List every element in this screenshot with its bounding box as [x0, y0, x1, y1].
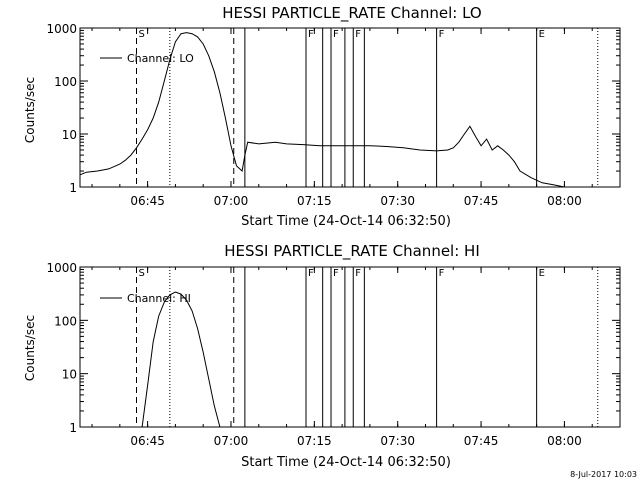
- panel-hi-flag-label: F: [355, 268, 361, 279]
- panel-hi-ytick-label: 10: [62, 368, 77, 382]
- panel-hi-xtick-label: 07:45: [464, 434, 499, 448]
- panel-lo-flag-label: F: [308, 29, 314, 40]
- panel-hi-xtick-label: 07:00: [214, 434, 249, 448]
- panel-hi: HESSI PARTICLE_RATE Channel: HI S F F F F E 06…: [23, 242, 621, 470]
- panel-hi-flag-label: S: [139, 268, 145, 279]
- panel-lo-flag-label: F: [355, 29, 361, 40]
- panel-lo-series-line: [79, 32, 598, 188]
- panel-hi-flag-label: F: [333, 268, 339, 279]
- panel-hi-xtick-label: 06:45: [130, 434, 165, 448]
- panel-hi-ytick-label: 1: [69, 421, 77, 435]
- panel-hi-xlabel: Start Time (24-Oct-14 06:32:50): [241, 455, 451, 470]
- panel-lo-flag-label: S: [139, 29, 145, 40]
- panel-hi-flag-label: F: [439, 268, 445, 279]
- panel-hi-plot-frame: [79, 266, 621, 428]
- panel-lo-xtick-label: 07:30: [380, 194, 415, 208]
- panel-hi-xtick-label: 07:15: [297, 434, 332, 448]
- panel-lo-plot-frame: [79, 27, 621, 188]
- panel-lo-flag-label: E: [539, 29, 545, 40]
- panel-hi-ytick-label: 1000: [46, 261, 77, 275]
- panel-lo-ytick-label: 1: [69, 181, 77, 195]
- panel-hi-ylabel: Counts/sec: [23, 315, 37, 381]
- panel-lo-ylabel: Counts/sec: [23, 77, 37, 143]
- panel-hi-legend-label: Channel: HI: [127, 292, 191, 305]
- timestamp: 8-Jul-2017 10:03: [570, 470, 637, 479]
- panel-lo-ytick-label: 10: [62, 128, 77, 142]
- panel-lo-xtick-label: 08:00: [547, 194, 582, 208]
- panel-lo-xtick-label: 06:45: [130, 194, 165, 208]
- panel-lo-xtick-label: 07:15: [297, 194, 332, 208]
- panel-hi-title: HESSI PARTICLE_RATE Channel: HI: [224, 242, 480, 261]
- panel-hi-xtick-label: 07:30: [380, 434, 415, 448]
- panel-lo-xtick-label: 07:00: [214, 194, 249, 208]
- panel-lo-content: S F F F F E 06:45 07:00 07:15 07:30 07:45 08:00 1 10 1…: [46, 22, 620, 208]
- panel-hi-flag-label: E: [539, 268, 545, 279]
- panel-hi-ytick-label: 100: [54, 314, 77, 328]
- panel-lo-title: HESSI PARTICLE_RATE Channel: LO: [222, 4, 481, 23]
- panel-lo-ytick-label: 100: [54, 75, 77, 89]
- panel-lo-flag-label: F: [439, 29, 445, 40]
- panel-lo: HESSI PARTICLE_RATE Channel: LO S F F F F E 06…: [23, 4, 621, 229]
- panel-hi-series-line: [141, 291, 221, 428]
- panel-hi-xtick-label: 08:00: [547, 434, 582, 448]
- panel-lo-legend-label: Channel: LO: [127, 52, 194, 65]
- panel-hi-flag-label: F: [308, 268, 314, 279]
- panel-lo-xlabel: Start Time (24-Oct-14 06:32:50): [241, 214, 451, 229]
- panel-lo-xtick-label: 07:45: [464, 194, 499, 208]
- panel-hi-content: S F F F F E 06:45 07:00 07:15 07:30 07:45 08:00 1 10 1…: [46, 261, 620, 448]
- panel-lo-ytick-label: 1000: [46, 22, 77, 36]
- panel-lo-flag-label: F: [333, 29, 339, 40]
